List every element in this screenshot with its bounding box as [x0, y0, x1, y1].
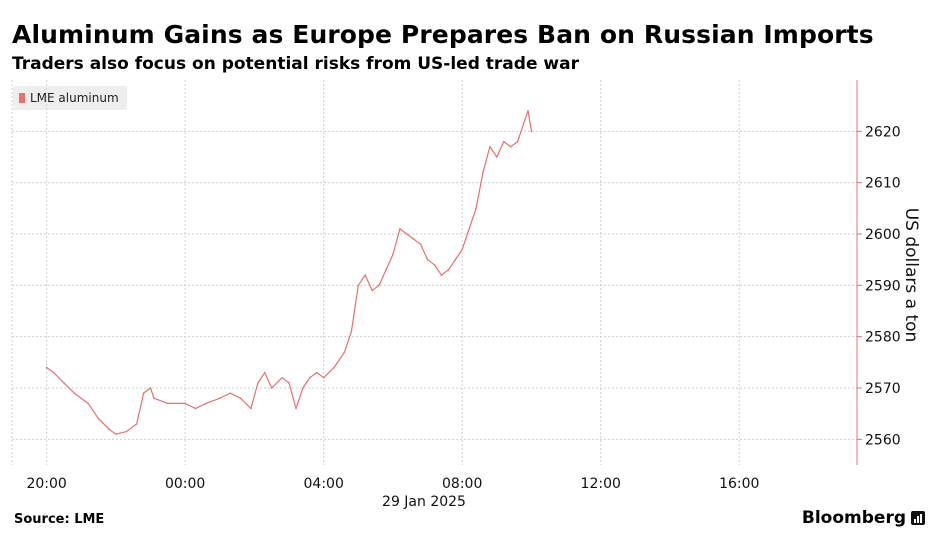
data-point — [73, 392, 76, 394]
data-point — [270, 387, 273, 389]
x-axis-date-label: 29 Jan 2025 — [382, 494, 466, 510]
data-point — [392, 253, 394, 256]
y-tick-label: 2560 — [865, 432, 901, 448]
bloomberg-bars-icon — [911, 511, 925, 525]
data-point — [302, 387, 304, 389]
grid-lines — [11, 80, 857, 465]
data-point — [454, 258, 457, 261]
x-tick-label: 12:00 — [581, 476, 621, 492]
data-point — [530, 130, 533, 133]
data-point — [194, 407, 197, 410]
data-point — [364, 274, 367, 276]
data-point — [489, 145, 491, 148]
chart-subtitle: Traders also focus on potential risks fr… — [12, 54, 579, 74]
data-point — [149, 387, 152, 389]
data-point — [63, 382, 65, 384]
data-point — [468, 228, 470, 230]
series-lme-aluminum — [45, 110, 533, 436]
data-point — [52, 371, 55, 374]
data-point — [509, 145, 512, 148]
y-tick-label: 2610 — [865, 176, 901, 192]
chart-title: Aluminum Gains as Europe Prepares Ban on… — [12, 20, 874, 49]
data-point — [378, 284, 380, 287]
y-tick-label: 2620 — [865, 124, 901, 140]
y-axis: 2560 2570 2580 2590 2600 2610 2620 — [856, 80, 901, 465]
data-point — [167, 402, 169, 405]
data-point — [125, 430, 128, 433]
y-tick-label: 2590 — [865, 278, 901, 294]
x-tick-label: 16:00 — [719, 476, 759, 492]
series-line — [46, 110, 533, 435]
x-tick-label: 00:00 — [165, 476, 205, 492]
data-point — [229, 392, 231, 394]
data-point — [399, 228, 401, 230]
data-point — [184, 402, 186, 405]
x-tick-label: 20:00 — [26, 476, 66, 492]
data-point — [527, 110, 529, 112]
data-point — [350, 330, 353, 333]
data-point — [288, 382, 290, 384]
data-point — [371, 289, 373, 292]
data-point — [218, 397, 221, 400]
data-point — [433, 264, 436, 266]
data-point — [447, 269, 450, 271]
x-axis: 20:00 00:00 04:00 08:00 12:00 16:00 — [26, 476, 759, 492]
legend: LME aluminum — [13, 86, 127, 110]
data-point — [205, 402, 207, 405]
data-point — [343, 351, 346, 353]
data-point — [482, 171, 484, 174]
data-point — [461, 248, 464, 251]
data-point — [322, 376, 325, 379]
bloomberg-logo: Bloomberg — [802, 508, 925, 528]
brand-name: Bloomberg — [801, 508, 906, 528]
data-point — [496, 156, 498, 158]
data-point — [135, 423, 138, 425]
data-point — [502, 140, 505, 143]
data-point — [315, 371, 318, 374]
data-point — [115, 433, 117, 436]
y-tick-label: 2600 — [865, 227, 901, 243]
data-point — [45, 366, 48, 369]
data-point — [239, 397, 242, 400]
data-point — [281, 376, 283, 379]
x-tick-label: 04:00 — [304, 476, 344, 492]
data-point — [440, 274, 443, 276]
data-point — [87, 402, 89, 405]
data-point — [385, 269, 387, 271]
legend-label: LME aluminum — [30, 91, 119, 105]
data-point — [405, 233, 408, 235]
y-tick-label: 2570 — [865, 381, 901, 397]
data-point — [516, 140, 519, 143]
data-point — [357, 284, 360, 287]
data-point — [108, 428, 110, 430]
y-tick-label: 2580 — [865, 330, 901, 346]
data-point — [412, 238, 415, 240]
data-point — [142, 392, 145, 394]
data-point — [250, 407, 252, 410]
data-point — [153, 397, 155, 400]
data-point — [426, 258, 429, 261]
data-point — [295, 407, 297, 410]
data-point — [475, 207, 477, 210]
data-point — [333, 366, 335, 369]
y-axis-title: US dollars a ton — [901, 208, 921, 343]
x-tick-label: 08:00 — [442, 476, 482, 492]
source-note: Source: LME — [14, 512, 105, 527]
legend-swatch — [19, 93, 25, 103]
data-point — [257, 382, 259, 384]
data-point — [309, 376, 311, 379]
data-point — [419, 243, 422, 246]
data-point — [97, 418, 100, 420]
data-point — [264, 371, 266, 374]
